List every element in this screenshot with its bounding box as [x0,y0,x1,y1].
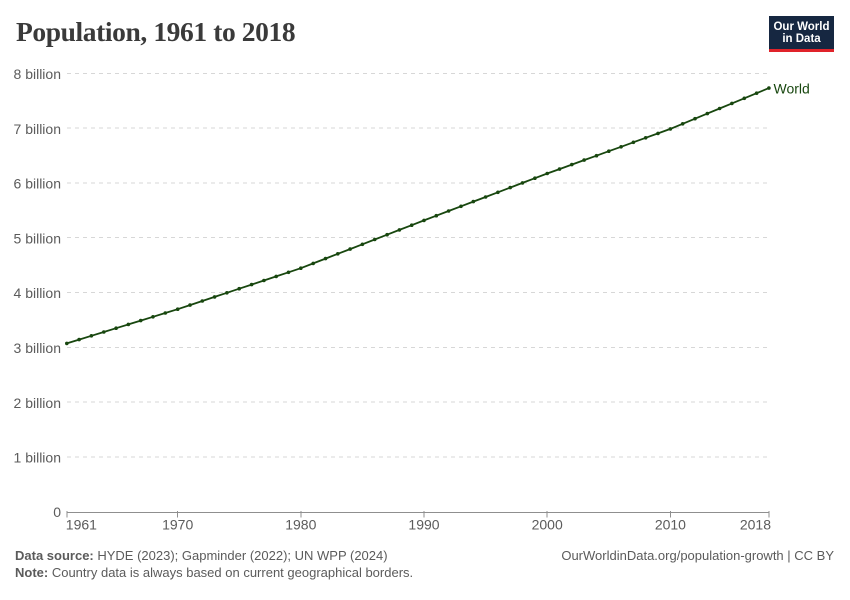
svg-text:5 billion: 5 billion [14,230,61,246]
svg-text:0: 0 [53,504,61,520]
svg-text:2000: 2000 [532,517,563,533]
svg-text:2 billion: 2 billion [14,395,61,411]
svg-text:2018: 2018 [740,517,771,533]
svg-text:World: World [774,81,810,97]
svg-text:4 billion: 4 billion [14,285,61,301]
svg-text:2010: 2010 [655,517,686,533]
svg-text:1970: 1970 [162,517,193,533]
svg-text:6 billion: 6 billion [14,176,61,192]
svg-text:8 billion: 8 billion [14,66,61,82]
svg-text:1980: 1980 [285,517,316,533]
svg-text:3 billion: 3 billion [14,340,61,356]
svg-text:1 billion: 1 billion [14,450,61,466]
svg-text:7 billion: 7 billion [14,121,61,137]
svg-text:1990: 1990 [408,517,439,533]
svg-text:1961: 1961 [66,517,97,533]
